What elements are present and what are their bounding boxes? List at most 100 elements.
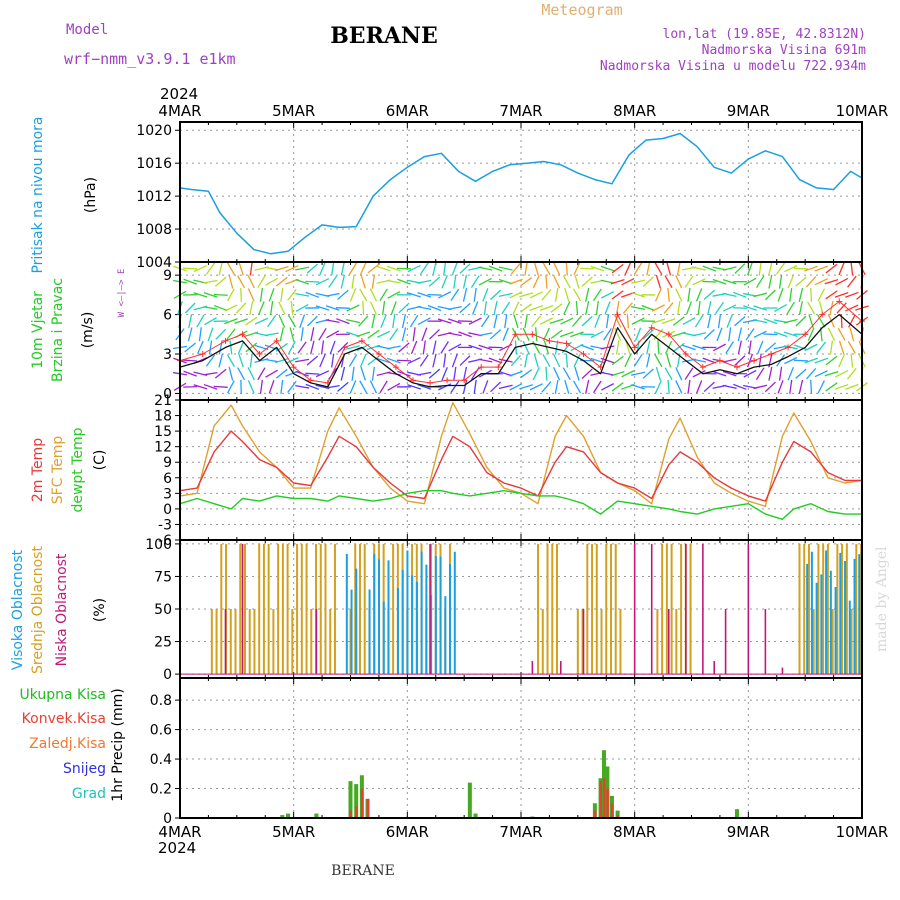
- precip-conv-bar: [610, 803, 614, 818]
- wind-barb: [838, 261, 845, 276]
- pressure-point: [287, 250, 289, 252]
- wind-barb: [715, 301, 724, 315]
- wind-barb: [664, 367, 673, 381]
- ytick-label: 9: [163, 268, 172, 284]
- wind-barb: [288, 340, 296, 354]
- wind-barb: [675, 275, 683, 289]
- wind-barb: [398, 302, 410, 314]
- wind-barb: [654, 354, 663, 367]
- wind-barb: [440, 341, 449, 354]
- wind-barb: [247, 380, 255, 394]
- pressure-point: [696, 146, 698, 148]
- wind-barb: [381, 300, 386, 316]
- wind-barb: [631, 305, 646, 311]
- wind-barb: [504, 314, 508, 329]
- wind-barb: [295, 358, 310, 363]
- product-title: Meteogram: [541, 1, 622, 19]
- wind-barb: [478, 344, 493, 351]
- wind-barb: [407, 384, 421, 390]
- pressure-point: [355, 225, 357, 228]
- wind-barb: [745, 328, 755, 341]
- precip-total-bar: [314, 813, 319, 818]
- ytick-label: 0: [163, 502, 172, 518]
- wind-barb: [722, 384, 737, 389]
- wind-barb: [478, 277, 492, 286]
- wind-barb: [712, 278, 727, 285]
- wind-barb: [756, 340, 764, 355]
- wind-barb: [213, 385, 228, 388]
- wind-barb: [687, 379, 691, 394]
- ytick-label: 1012: [136, 189, 172, 205]
- wind-barb: [795, 368, 807, 379]
- wind-barb: [814, 370, 828, 378]
- wind-barb: [664, 275, 673, 289]
- wind-barb: [695, 288, 703, 302]
- wind-barb: [432, 261, 437, 276]
- wind-barb: [707, 314, 712, 329]
- bottom-time-ticks: 4MAR 5MAR 6MAR 7MAR 8MAR 9MAR 10MAR: [158, 823, 888, 841]
- wind-barb: [565, 353, 569, 368]
- wind-barb: [478, 358, 493, 363]
- wind-barb: [542, 354, 551, 367]
- wind-barb: [621, 370, 635, 378]
- wind-barb: [412, 327, 416, 342]
- wind-barb: [443, 261, 447, 276]
- wind-barb: [845, 304, 859, 312]
- wind-barb: [498, 358, 513, 363]
- cloud-ylabel: Visoka Oblacnost: [10, 549, 26, 670]
- wind-barb: [488, 265, 503, 272]
- wind-barb: [379, 380, 388, 394]
- wind-barb: [437, 318, 452, 324]
- wind-barb: [631, 317, 645, 325]
- wind-barb: [810, 287, 813, 302]
- wind-barb: [519, 384, 533, 390]
- wind-barb: [473, 379, 477, 394]
- wind-barb: [278, 314, 286, 328]
- wind-barb: [346, 345, 360, 350]
- pressure-point: [645, 139, 647, 141]
- wind-barb: [297, 341, 307, 354]
- wind-barb: [267, 315, 277, 328]
- wind-barb: [615, 340, 620, 355]
- wind-barb: [625, 340, 631, 355]
- wind-barb: [183, 359, 198, 362]
- wind-barb: [611, 382, 624, 392]
- wind-barb: [716, 327, 723, 342]
- wind-barb: [533, 353, 539, 368]
- station-title: BERANE: [330, 23, 438, 49]
- wind-barb: [459, 355, 471, 366]
- wind-barb: [196, 314, 205, 328]
- wind-compass: W <–|–> E: [117, 269, 127, 318]
- pressure-point: [662, 137, 664, 140]
- wind-barb: [615, 300, 620, 316]
- wind-barb: [193, 292, 208, 298]
- pressure-point: [236, 232, 238, 234]
- wind-barb: [325, 385, 340, 389]
- wind-barb: [428, 328, 440, 340]
- wind-barb: [488, 357, 503, 364]
- wind-barb: [592, 288, 602, 302]
- wind-barb: [441, 366, 448, 381]
- wind-barb: [349, 288, 357, 302]
- temp-ylabel: 2m Temp: [30, 438, 46, 502]
- pressure-point: [628, 154, 630, 156]
- wind-barb: [682, 317, 696, 326]
- wind-barb: [743, 369, 757, 378]
- wind-barb: [417, 306, 432, 310]
- wind-barb: [758, 261, 762, 276]
- wind-barb: [789, 287, 793, 302]
- wind-barb: [224, 318, 238, 325]
- wind-barb: [249, 301, 254, 315]
- pressure-point: [713, 166, 715, 168]
- wind-barb: [401, 327, 407, 342]
- precip-conv-bar: [355, 806, 358, 818]
- wind-barb: [331, 261, 335, 276]
- wind-barb: [468, 317, 482, 325]
- wind-barb: [778, 366, 783, 381]
- top-tick-label: 8MAR: [613, 102, 656, 120]
- wind-barb: [717, 314, 722, 329]
- wind-barb: [348, 262, 358, 275]
- ytick-label: 50: [154, 602, 172, 618]
- wind-barb: [789, 379, 793, 394]
- pressure-point: [577, 172, 579, 174]
